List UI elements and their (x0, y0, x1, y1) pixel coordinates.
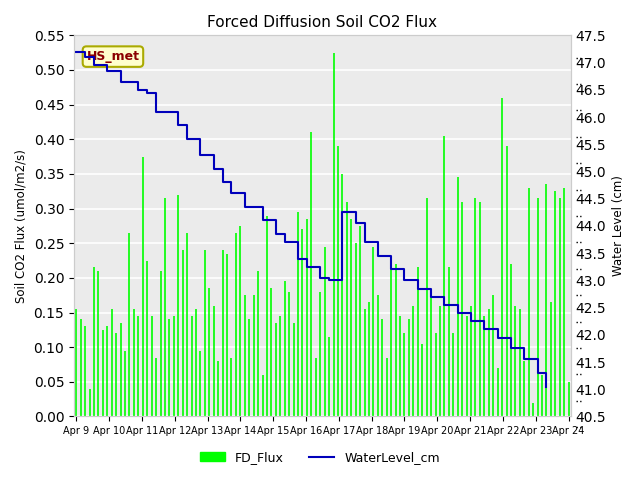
Y-axis label: Water Level (cm): Water Level (cm) (612, 176, 625, 276)
Title: Forced Diffusion Soil CO2 Flux: Forced Diffusion Soil CO2 Flux (207, 15, 437, 30)
Y-axis label: Soil CO2 Flux (umol/m2/s): Soil CO2 Flux (umol/m2/s) (15, 149, 28, 303)
Text: HS_met: HS_met (86, 50, 140, 63)
Legend: FD_Flux, WaterLevel_cm: FD_Flux, WaterLevel_cm (195, 446, 445, 469)
